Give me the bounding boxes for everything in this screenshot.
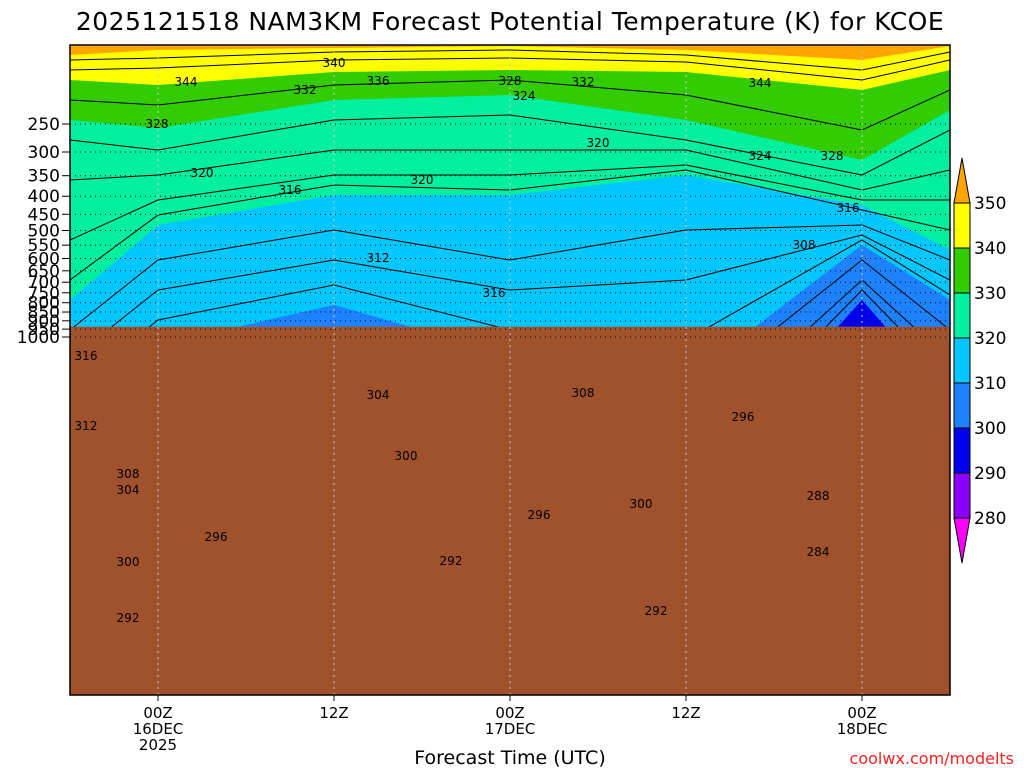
y-tick-label: 550 — [28, 236, 60, 256]
contour-label: 308 — [117, 467, 140, 481]
y-tick-label: 300 — [28, 143, 60, 163]
contour-label: 284 — [807, 545, 830, 559]
y-tick-label: 400 — [28, 187, 60, 207]
contour-label: 292 — [440, 554, 463, 568]
colorbar-label: 350 — [974, 194, 1006, 214]
x-tick-label: 00Z — [847, 704, 876, 722]
colorbar-segment — [953, 427, 971, 474]
colorbar-segment — [953, 472, 971, 519]
y-tick-label: 800 — [28, 294, 60, 314]
x-tick-label: 2025 — [139, 736, 177, 754]
contour-label: 316 — [75, 349, 98, 363]
contour-label: 344 — [175, 75, 198, 89]
contour-label: 312 — [75, 419, 98, 433]
contour-label: 316 — [837, 201, 860, 215]
colorbar-legend: 350 340 330 320 310 300 290 280 — [953, 157, 1006, 564]
contour-label: 340 — [323, 56, 346, 70]
x-tick-label: 12Z — [671, 704, 700, 722]
contour-label: 308 — [572, 386, 595, 400]
contour-line — [70, 234, 950, 361]
y-tick-label: 950 — [28, 320, 60, 340]
contour-label: 296 — [732, 410, 755, 424]
contour-label: 324 — [513, 89, 536, 103]
y-tick-label: 350 — [28, 167, 60, 187]
contour-label: 292 — [645, 604, 668, 618]
contour-label: 320 — [411, 173, 434, 187]
contour-label: 328 — [499, 74, 522, 88]
contour-label: 328 — [821, 149, 844, 163]
x-tick-label: 12Z — [319, 704, 348, 722]
contour-label: 316 — [483, 286, 506, 300]
contour-label: 300 — [630, 497, 653, 511]
y-tick-label: 1000 — [17, 328, 60, 348]
y-tick-label: 600 — [28, 250, 60, 270]
contour-label: 316 — [279, 183, 302, 197]
x-tick-label: 16DEC — [133, 720, 184, 738]
contour-label: 312 — [367, 251, 390, 265]
colorbar-segment — [953, 292, 971, 339]
y-tick-label: 450 — [28, 205, 60, 225]
colorbar-label: 280 — [974, 509, 1006, 529]
y-tick-label: 250 — [28, 115, 60, 135]
x-tick-label: 17DEC — [485, 720, 536, 738]
y-tick-label: 500 — [28, 222, 60, 242]
contour-label: 336 — [367, 74, 390, 88]
colorbar-segment — [953, 337, 971, 384]
colorbar-label: 340 — [974, 239, 1006, 259]
contour-label: 292 — [117, 611, 140, 625]
contour-line — [70, 114, 950, 176]
y-tick-label: 750 — [28, 284, 60, 304]
contour-label: 320 — [191, 166, 214, 180]
y-tick-label: 650 — [28, 262, 60, 282]
contour-label: 344 — [749, 76, 772, 90]
contour-label: 320 — [587, 136, 610, 150]
y-tick-label: 900 — [28, 312, 60, 332]
colorbar-segment — [953, 247, 971, 294]
colorbar-label: 290 — [974, 464, 1006, 484]
contour-label: 324 — [749, 149, 772, 163]
y-tick-label: 850 — [28, 303, 60, 323]
contour-label: 296 — [205, 530, 228, 544]
y-axis-ticks: 250 300 3504004505005506006507007508008509… — [17, 115, 70, 348]
contour-line — [70, 164, 950, 241]
grid-lines — [70, 45, 950, 695]
colorbar-segment — [953, 382, 971, 429]
contour-label: 300 — [395, 449, 418, 463]
contour-label: 332 — [572, 75, 595, 89]
contour-label: 332 — [294, 83, 317, 97]
contour-label: 300 — [117, 555, 140, 569]
watermark: coolwx.com/modelts — [850, 749, 1014, 768]
x-axis-label: Forecast Time (UTC) — [414, 747, 605, 768]
colorbar-segment — [953, 202, 971, 249]
y-tick-label: 700 — [28, 273, 60, 293]
colorbar-cap-bottom — [953, 517, 971, 564]
contour-label: 304 — [117, 483, 140, 497]
contour-label: 304 — [367, 388, 390, 402]
colorbar-label: 320 — [974, 329, 1006, 349]
chart-title: 2025121518 NAM3KM Forecast Potential Tem… — [76, 7, 944, 36]
colorbar-cap-top — [953, 157, 971, 204]
colorbar-label: 310 — [974, 374, 1006, 394]
x-tick-label: 00Z — [143, 704, 172, 722]
colorbar-label: 300 — [974, 419, 1006, 439]
contour-label: 328 — [146, 117, 169, 131]
contour-label: 308 — [793, 238, 816, 252]
contour-label: 296 — [528, 508, 551, 522]
colorbar-label: 330 — [974, 284, 1006, 304]
x-tick-label: 00Z — [495, 704, 524, 722]
contour-label: 288 — [807, 489, 830, 503]
x-tick-label: 18DEC — [837, 720, 888, 738]
